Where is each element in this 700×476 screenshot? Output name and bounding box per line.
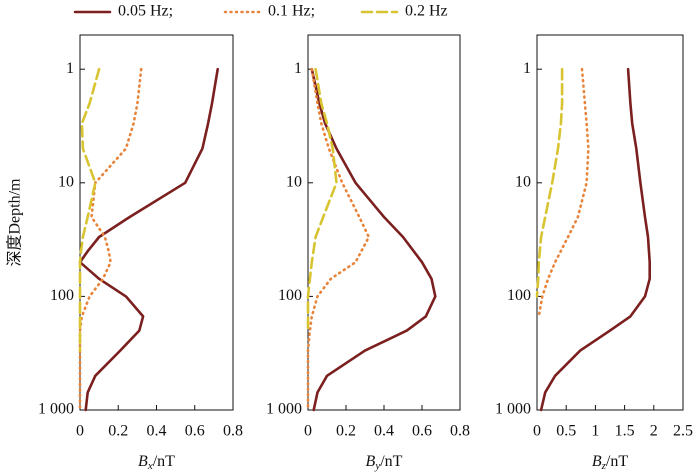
x-label-sub: y [374,460,380,472]
x-label-sub: z [601,460,607,472]
y-tick-label: 1 [294,60,302,77]
x-tick-label: 1.5 [615,423,635,440]
series-line [78,67,143,412]
x-axis-label: Bx/nT [138,453,175,472]
x-label-unit: /nT [606,453,628,470]
y-tick-label: 10 [515,173,531,190]
x-tick-label: 0 [76,423,84,440]
series-line [306,67,338,332]
y-tick-label: 1 000 [266,401,302,418]
y-tick-label: 100 [507,287,531,304]
x-tick-label: 0.5 [556,423,576,440]
y-tick-label: 1 [523,60,531,77]
x-tick-label: 0.8 [223,423,243,440]
y-tick-label: 100 [278,287,302,304]
x-tick-label: 0.4 [374,423,394,440]
x-axis-label: By/nT [366,453,403,472]
plot-frame [79,34,234,411]
series-line [306,67,371,412]
x-label-unit: /nT [380,453,402,470]
x-tick-label: 1 [591,423,599,440]
x-tick-label: 0 [533,423,541,440]
x-tick-label: 0.2 [108,423,128,440]
x-tick-label: 0.2 [336,423,356,440]
series-line [535,67,564,298]
plot-frame [307,34,461,411]
x-tick-label: 0.8 [450,423,470,440]
series-line [78,67,219,412]
x-tick-label: 2 [650,423,658,440]
x-label-symbol: B [592,453,602,470]
plot-frame [536,34,684,411]
x-tick-label: 0.4 [147,423,167,440]
series-line [78,67,101,352]
y-axis-label: 深度Depth/m [6,178,24,267]
y-tick-label: 10 [58,173,74,190]
x-label-symbol: B [366,453,376,470]
series-line [539,67,651,412]
series-line [310,67,437,412]
x-tick-label: 2.5 [673,423,693,440]
x-tick-label: 0 [304,423,312,440]
y-tick-label: 10 [286,173,302,190]
x-label-symbol: B [138,453,148,470]
y-tick-label: 1 000 [38,401,74,418]
y-tick-label: 1 [66,60,74,77]
x-label-sub: x [147,460,153,472]
series-line [537,67,590,318]
y-tick-label: 1 000 [495,401,531,418]
x-axis-label: Bz/nT [592,453,629,472]
x-label-unit: /nT [153,453,175,470]
x-tick-label: 0.6 [185,423,205,440]
x-tick-label: 0.6 [412,423,432,440]
legend-label: 0.1 Hz; [268,3,315,20]
legend-label: 0.2 Hz [405,3,448,20]
legend-label: 0.05 Hz; [118,3,173,20]
y-tick-label: 100 [50,287,74,304]
